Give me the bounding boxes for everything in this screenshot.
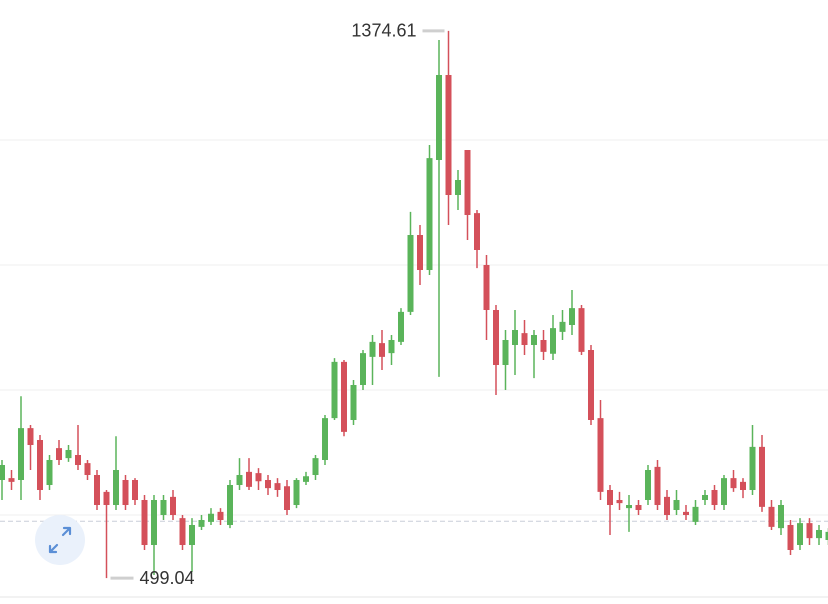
candle-body [141,500,148,545]
expand-button-bg[interactable] [35,515,85,565]
candles [0,30,828,579]
candle-body [341,361,347,432]
candle-body [293,480,300,505]
candle-body [474,213,480,250]
candle-body [388,340,395,354]
candle-body [569,308,575,325]
candle-body [113,470,119,505]
candle-body [8,478,15,482]
candle-body [740,481,746,490]
candle-body [616,500,623,504]
candle-body [27,428,34,445]
candle-body [626,505,632,509]
candle-body [265,480,271,489]
candle-body [550,328,556,354]
candle-body [768,506,775,527]
candle-body [274,483,281,490]
candle-body [540,340,547,352]
candle-body [208,513,214,522]
candle-body [369,341,376,357]
candle-body [160,500,167,515]
candle-body [749,446,756,490]
candle-body [331,361,338,419]
candle-body [692,506,699,522]
candle-body [654,466,661,505]
candle-body [0,465,5,480]
candle-body [464,150,471,215]
candle-body [607,490,613,505]
candle-body [75,455,81,465]
candle-body [379,343,385,357]
candle-body [122,480,129,505]
candle-body [759,446,765,507]
candle-body [189,525,195,545]
candle-body [350,385,357,420]
candle-body [445,75,452,195]
candle-body [170,496,176,515]
candle-body [597,418,604,492]
candle-body [797,523,803,545]
candle-body [502,340,509,365]
candle-body [132,480,138,500]
expand-button[interactable] [35,515,85,565]
candle-body [455,180,461,195]
candle-body [711,490,718,505]
candle-body [645,470,651,500]
candle-body [521,333,528,345]
candle-body [559,321,566,332]
candle-body [227,485,233,525]
candle-body [103,491,110,505]
max-label: 1374.61 [351,21,416,41]
candle-body [512,330,518,345]
candle-body [493,310,499,365]
candle-body [721,478,727,505]
candle-body [312,458,319,475]
candle-body [730,478,737,489]
candle-body [284,486,290,510]
candle-body [198,520,205,527]
candle-body [37,440,43,490]
candle-body [56,448,62,460]
min-label: 499.04 [140,568,195,588]
candle-body [778,505,784,529]
candle-body [217,511,224,520]
candle-body [664,496,670,515]
candle-body [46,460,53,485]
candle-body [483,265,490,310]
candle-body [18,428,24,480]
candle-body [417,235,423,270]
candle-body [65,450,72,459]
candle-body [255,473,262,482]
candle-body [816,530,822,539]
candle-body [825,531,828,540]
candle-body [407,235,414,312]
grid [0,139,828,522]
candle-body [578,308,585,352]
candle-body [426,158,433,270]
candle-body [303,476,309,482]
candle-body [683,511,689,515]
candle-body [531,335,537,345]
candle-body [787,525,794,550]
candle-body [94,475,100,505]
candle-body [84,463,91,475]
candle-body [806,523,813,539]
expand-icon[interactable] [48,526,72,554]
candle-body [635,505,642,510]
candle-body [360,353,366,385]
candle-body [702,495,708,500]
candle-body [236,475,243,485]
candle-body [436,75,442,160]
candle-body [246,471,252,487]
candle-body [179,518,186,545]
candle-body [588,350,594,420]
candle-body [322,418,328,460]
candle-body [398,311,404,342]
candle-body [673,500,680,510]
candle-body [151,500,157,545]
